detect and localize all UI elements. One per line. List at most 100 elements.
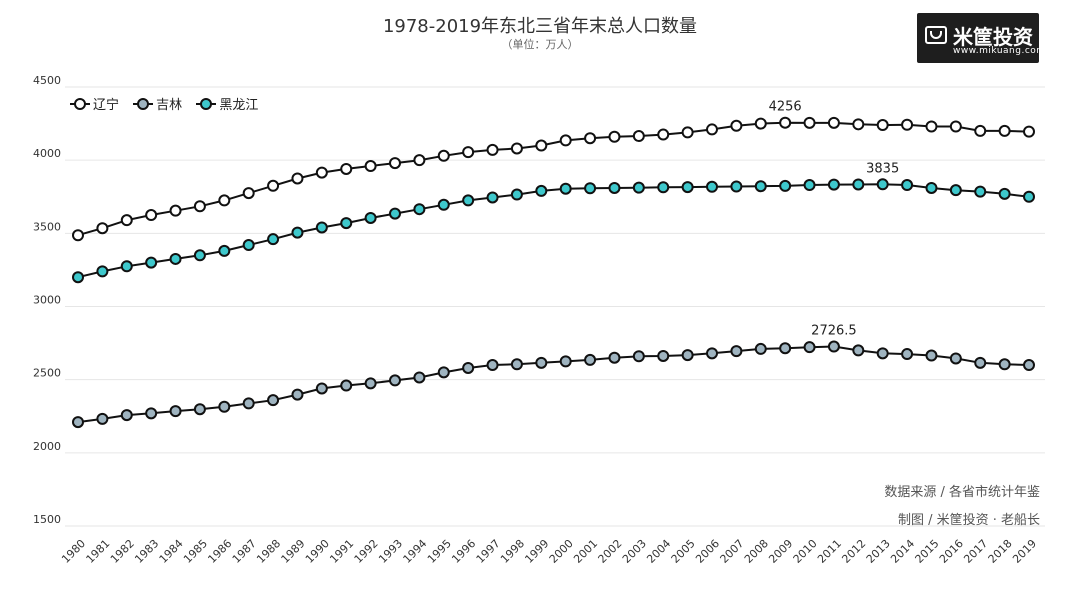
legend-item-liaoning: 辽宁 xyxy=(70,94,119,113)
data-point xyxy=(389,157,401,170)
x-tick-label: 1997 xyxy=(474,537,503,566)
data-point xyxy=(681,349,694,362)
data-point xyxy=(437,366,450,379)
data-point xyxy=(559,355,572,368)
credit-note: 制图 / 米筐投资 · 老船长 xyxy=(897,513,1040,528)
data-point xyxy=(291,388,304,401)
legend-label: 辽宁 xyxy=(93,98,120,113)
x-tick-label: 1983 xyxy=(132,537,161,566)
x-tick-label: 1985 xyxy=(181,537,210,566)
data-point xyxy=(510,358,523,371)
x-tick-label: 2011 xyxy=(815,537,844,566)
data-point xyxy=(706,180,718,193)
legend-label: 黑龙江 xyxy=(219,98,259,113)
data-point xyxy=(389,374,401,387)
data-point xyxy=(267,394,280,407)
data-point xyxy=(559,182,572,195)
data-point xyxy=(120,260,133,273)
x-tick-label: 1994 xyxy=(401,537,430,566)
data-point xyxy=(827,178,840,191)
data-point xyxy=(242,239,255,252)
data-point xyxy=(291,226,304,239)
x-tick-label: 2017 xyxy=(961,537,990,566)
data-point xyxy=(657,349,670,362)
data-point xyxy=(486,143,499,156)
data-point xyxy=(218,400,231,413)
legend-marker-icon xyxy=(196,97,217,110)
logo-icon xyxy=(925,26,947,44)
data-point xyxy=(730,119,743,132)
data-point xyxy=(315,221,328,234)
x-tick-label: 1998 xyxy=(498,537,527,566)
data-label: 2726.5 xyxy=(811,324,857,339)
data-point xyxy=(145,209,158,222)
data-point xyxy=(925,120,938,133)
series-line-1 xyxy=(77,345,1030,424)
data-point xyxy=(1023,125,1035,138)
data-point xyxy=(706,123,718,136)
x-tick-label: 2004 xyxy=(644,537,673,566)
data-point xyxy=(364,211,377,224)
y-tick-label: 4000 xyxy=(33,147,61,160)
y-tick-label: 2500 xyxy=(33,367,61,380)
data-point xyxy=(779,179,792,192)
series-line-2 xyxy=(77,183,1030,279)
brand-logo: 米筐投资 www.mikuang.com xyxy=(917,13,1045,63)
data-point xyxy=(242,187,255,200)
data-point xyxy=(974,356,987,369)
data-point xyxy=(169,204,182,217)
x-tick-label: 1984 xyxy=(157,537,186,566)
data-point xyxy=(462,361,475,374)
y-tick-label: 4500 xyxy=(33,74,61,87)
data-point xyxy=(535,139,548,152)
data-point xyxy=(510,142,523,155)
x-tick-label: 2015 xyxy=(913,537,942,566)
data-point xyxy=(754,180,767,193)
data-point xyxy=(169,405,182,418)
data-point xyxy=(267,179,280,192)
data-point xyxy=(949,120,962,133)
data-point xyxy=(535,184,548,197)
data-point xyxy=(437,198,450,211)
data-point xyxy=(315,382,328,395)
x-tick-label: 1992 xyxy=(352,537,381,566)
data-point xyxy=(96,412,109,425)
data-point xyxy=(413,371,426,384)
data-point xyxy=(852,344,865,357)
data-label: 3835 xyxy=(866,161,899,176)
x-tick-label: 1988 xyxy=(254,537,283,566)
data-point xyxy=(608,130,621,143)
x-tick-label: 1981 xyxy=(84,537,113,566)
data-point xyxy=(852,118,865,131)
data-point xyxy=(608,181,621,194)
data-point xyxy=(193,403,206,416)
x-tick-label: 1989 xyxy=(279,537,308,566)
data-point xyxy=(681,126,694,139)
x-tick-label: 1991 xyxy=(327,537,356,566)
x-tick-label: 2013 xyxy=(864,537,893,566)
data-point xyxy=(706,347,718,360)
data-point xyxy=(730,345,743,358)
x-tick-label: 2000 xyxy=(547,537,576,566)
chart-subtitle: （单位：万人） xyxy=(501,38,579,51)
data-point xyxy=(779,116,792,129)
data-point xyxy=(340,162,353,175)
legend-marker-icon xyxy=(70,97,90,110)
x-tick-label: 2003 xyxy=(620,537,649,566)
data-point xyxy=(120,409,133,422)
x-tick-label: 1986 xyxy=(205,537,234,566)
data-point xyxy=(315,166,328,179)
data-point xyxy=(876,119,889,132)
data-point xyxy=(462,194,475,207)
x-tick-label: 1995 xyxy=(425,537,454,566)
data-point xyxy=(803,341,816,354)
x-tick-label: 2014 xyxy=(888,537,917,566)
y-tick-label: 1500 xyxy=(33,513,61,526)
x-tick-label: 2006 xyxy=(693,537,722,566)
data-point xyxy=(193,249,206,262)
logo-url: www.mikuang.com xyxy=(953,46,1046,56)
data-point xyxy=(364,377,377,390)
data-point xyxy=(657,128,670,141)
x-tick-label: 2018 xyxy=(986,537,1015,566)
